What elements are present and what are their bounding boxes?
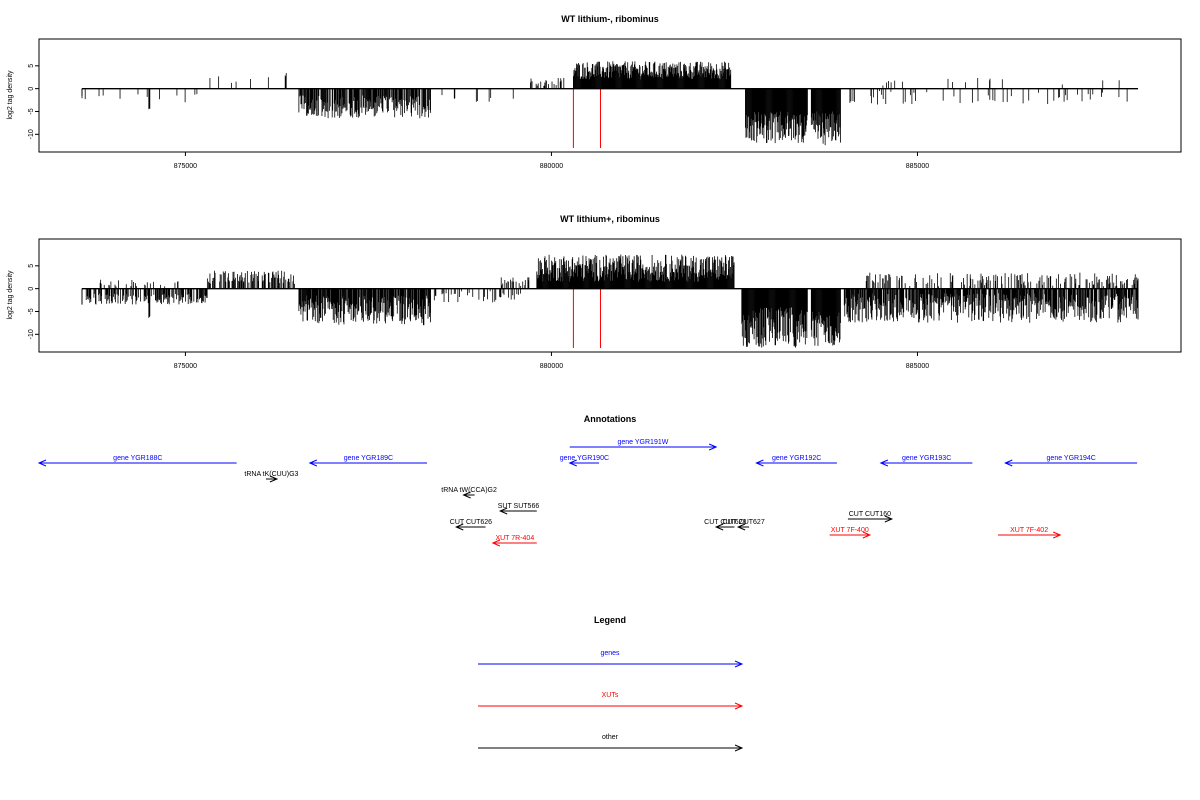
legend-title: Legend xyxy=(594,615,626,625)
x-axis: 875000 880000 885000 xyxy=(174,152,929,170)
coverage-panel-lithium-minus: WT lithium-, ribominus log2 tag density … xyxy=(7,14,1182,170)
annotation-feature: gene YGR191W xyxy=(569,439,718,451)
feature-arrow xyxy=(37,459,47,467)
annotation-feature: CUT CUT160 xyxy=(847,511,894,523)
feature-arrow xyxy=(862,531,872,539)
feature-label: gene YGR191W xyxy=(618,439,669,446)
red-marker-lines xyxy=(572,88,601,148)
annotation-feature: CUT CUT628 xyxy=(704,519,747,531)
feature-arrow xyxy=(884,515,894,523)
feature-list: gene YGR188C gene YGR189C gene YGR190C gene… xyxy=(37,439,1138,547)
feature-arrow xyxy=(568,459,577,467)
y-tick-label: 0 xyxy=(28,87,35,91)
legend-arrow xyxy=(734,660,744,668)
y-tick-label: 5 xyxy=(28,264,35,268)
coverage-panel-lithium-plus: WT lithium+, ribominus log2 tag density … xyxy=(7,214,1182,370)
annotation-feature: XUT 7F-400 xyxy=(829,527,872,539)
feature-label: gene YGR193C xyxy=(902,455,951,462)
legend-arrow xyxy=(734,744,744,752)
x-tick-label: 875000 xyxy=(174,163,197,170)
y-tick-label: 5 xyxy=(28,64,35,68)
y-tick-label: -10 xyxy=(28,329,35,339)
feature-arrow xyxy=(736,523,746,531)
feature-label: gene YGR189C xyxy=(344,455,393,462)
feature-label: tRNA tW(CCA)G2 xyxy=(441,487,497,494)
red-marker-lines xyxy=(572,288,601,348)
feature-label: gene YGR190C xyxy=(560,455,609,462)
plot-frame xyxy=(38,238,1182,353)
x-tick-label: 880000 xyxy=(540,163,563,170)
annotation-feature: gene YGR194C xyxy=(1004,455,1138,467)
annotation-feature: tRNA tK(CUU)G3 xyxy=(244,471,299,483)
feature-label: gene YGR192C xyxy=(772,455,821,462)
feature-label: XUT 7F-402 xyxy=(1010,527,1048,534)
plot-frame xyxy=(38,38,1182,153)
feature-arrow xyxy=(308,459,318,467)
annotation-feature: tRNA tW(CCA)G2 xyxy=(441,487,497,499)
feature-arrow xyxy=(462,491,471,499)
y-tick-label: -5 xyxy=(28,308,35,314)
annotation-feature: XUT 7R-404 xyxy=(491,535,537,547)
legend-entries: genes XUTs other xyxy=(478,650,744,752)
x-tick-label: 880000 xyxy=(540,363,563,370)
feature-label: SUT SUT566 xyxy=(498,503,540,510)
y-axis: -10 -5 0 5 xyxy=(28,64,39,139)
feature-arrow xyxy=(1053,531,1062,539)
annotations-title: Annotations xyxy=(584,414,637,424)
feature-label: CUT CUT160 xyxy=(849,511,891,518)
panel-title: WT lithium+, ribominus xyxy=(560,214,660,224)
feature-label: gene YGR188C xyxy=(113,455,162,462)
feature-arrow xyxy=(269,475,279,483)
legend-entry: genes xyxy=(478,650,744,668)
feature-label: XUT 7R-404 xyxy=(495,535,534,542)
x-axis: 875000 880000 885000 xyxy=(174,352,929,370)
annotation-feature: CUT CUT627 xyxy=(722,519,765,531)
y-tick-label: 0 xyxy=(28,287,35,291)
legend-label: XUTs xyxy=(602,692,619,699)
coverage-bars xyxy=(81,61,1128,146)
feature-label: tRNA tK(CUU)G3 xyxy=(244,471,298,478)
feature-arrow xyxy=(755,459,764,467)
feature-arrow xyxy=(491,539,501,547)
legend: Legend genes XUTs other xyxy=(478,615,744,752)
panel-title: WT lithium-, ribominus xyxy=(561,14,659,24)
legend-label: genes xyxy=(600,650,620,657)
legend-arrow xyxy=(734,702,744,710)
legend-entry: other xyxy=(478,734,744,752)
feature-arrow xyxy=(714,523,724,531)
y-axis-label: log2 tag density xyxy=(7,270,14,320)
feature-arrow xyxy=(879,459,889,467)
feature-label: CUT CUT626 xyxy=(450,519,492,526)
feature-arrow xyxy=(1004,459,1013,467)
x-tick-label: 875000 xyxy=(174,363,197,370)
annotation-feature: SUT SUT566 xyxy=(498,503,540,515)
feature-arrow xyxy=(498,507,508,515)
annotation-feature: gene YGR190C xyxy=(560,455,609,467)
feature-label: XUT 7F-400 xyxy=(831,527,869,534)
y-axis: -10 -5 0 5 xyxy=(28,264,39,339)
feature-label: CUT CUT627 xyxy=(722,519,764,526)
annotation-feature: gene YGR189C xyxy=(308,455,427,467)
annotation-feature: gene YGR188C xyxy=(37,455,237,467)
feature-label: CUT CUT628 xyxy=(704,519,746,526)
annotations-track: Annotations gene YGR188C gene YGR189C gene… xyxy=(37,414,1138,547)
y-tick-label: -5 xyxy=(28,108,35,114)
annotation-feature: gene YGR192C xyxy=(755,455,837,467)
y-axis-label: log2 tag density xyxy=(7,70,14,120)
feature-arrow xyxy=(708,443,718,451)
annotation-feature: gene YGR193C xyxy=(879,455,973,467)
legend-entry: XUTs xyxy=(478,692,744,710)
feature-label: gene YGR194C xyxy=(1047,455,1096,462)
y-tick-label: -10 xyxy=(28,129,35,139)
legend-label: other xyxy=(602,734,619,741)
feature-arrow xyxy=(454,523,464,531)
x-tick-label: 885000 xyxy=(906,163,929,170)
annotation-feature: CUT CUT626 xyxy=(450,519,492,531)
coverage-bars xyxy=(81,254,1139,348)
x-tick-label: 885000 xyxy=(906,363,929,370)
annotation-feature: XUT 7F-402 xyxy=(997,527,1062,539)
